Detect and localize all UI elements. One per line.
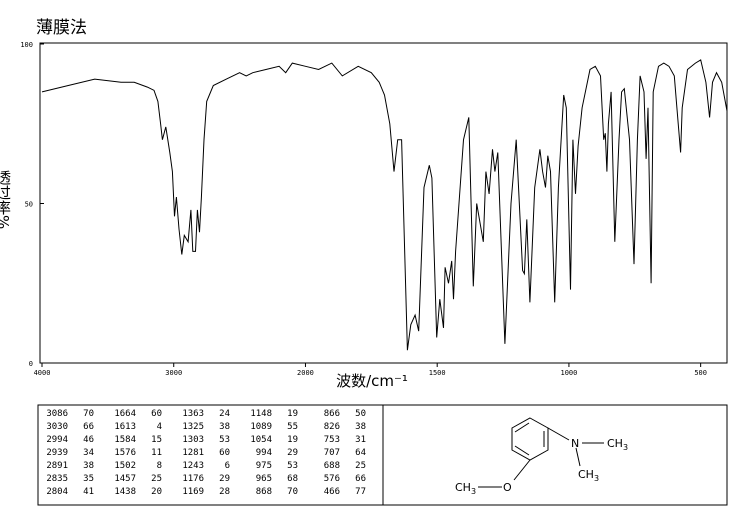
peak-transmittance: 8 bbox=[157, 461, 162, 471]
peak-wavenumber: 466 bbox=[324, 487, 340, 497]
peak-wavenumber: 965 bbox=[256, 474, 272, 484]
peak-transmittance: 19 bbox=[287, 435, 298, 445]
peak-wavenumber: 1325 bbox=[182, 422, 204, 432]
peak-transmittance: 11 bbox=[151, 448, 162, 458]
x-tick-label: 2000 bbox=[297, 369, 314, 377]
methyl-ch: CH bbox=[578, 468, 594, 481]
peak-wavenumber: 1148 bbox=[250, 409, 272, 419]
structure-bonds bbox=[478, 417, 604, 488]
peak-wavenumber: 3086 bbox=[46, 409, 68, 419]
methyl-left: CH3 bbox=[455, 481, 476, 496]
peak-transmittance: 38 bbox=[219, 422, 230, 432]
methyl-bottom: CH3 bbox=[578, 468, 599, 483]
atom-n: N bbox=[571, 437, 579, 450]
atom-o: O bbox=[503, 481, 512, 494]
peak-wavenumber: 1438 bbox=[114, 487, 136, 497]
peak-transmittance: 34 bbox=[83, 448, 94, 458]
x-tick-label: 3000 bbox=[165, 369, 182, 377]
peak-wavenumber: 2939 bbox=[46, 448, 68, 458]
peak-wavenumber: 1363 bbox=[182, 409, 204, 419]
peak-transmittance: 60 bbox=[151, 409, 162, 419]
peak-wavenumber: 576 bbox=[324, 474, 340, 484]
peak-wavenumber: 1502 bbox=[114, 461, 136, 471]
methyl-ch: CH bbox=[607, 437, 623, 450]
peak-transmittance: 66 bbox=[355, 474, 366, 484]
peak-transmittance: 19 bbox=[287, 409, 298, 419]
peak-transmittance: 24 bbox=[219, 409, 230, 419]
peak-transmittance: 29 bbox=[219, 474, 230, 484]
peak-transmittance: 4 bbox=[157, 422, 162, 432]
peak-wavenumber: 1664 bbox=[114, 409, 136, 419]
x-tick-label: 500 bbox=[694, 369, 707, 377]
peak-wavenumber: 1584 bbox=[114, 435, 136, 445]
peak-wavenumber: 1303 bbox=[182, 435, 204, 445]
peak-wavenumber: 994 bbox=[256, 448, 272, 458]
peak-transmittance: 68 bbox=[287, 474, 298, 484]
peak-transmittance: 41 bbox=[83, 487, 94, 497]
x-tick-label: 1500 bbox=[429, 369, 446, 377]
peak-transmittance: 66 bbox=[83, 422, 94, 432]
methyl-right: CH3 bbox=[607, 437, 628, 452]
peak-wavenumber: 1281 bbox=[182, 448, 204, 458]
y-axis-label: 透过率% bbox=[0, 170, 12, 229]
methyl-ch: CH bbox=[455, 481, 471, 494]
methyl-sub: 3 bbox=[594, 474, 599, 483]
peak-transmittance: 38 bbox=[83, 461, 94, 471]
peak-wavenumber: 2891 bbox=[46, 461, 68, 471]
peak-wavenumber: 688 bbox=[324, 461, 340, 471]
y-tick-label: 0 bbox=[29, 360, 33, 368]
peak-wavenumber: 1576 bbox=[114, 448, 136, 458]
methyl-sub: 3 bbox=[471, 487, 476, 496]
peak-wavenumber: 1243 bbox=[182, 461, 204, 471]
peak-wavenumber: 975 bbox=[256, 461, 272, 471]
peak-wavenumber: 1176 bbox=[182, 474, 204, 484]
peak-transmittance: 28 bbox=[219, 487, 230, 497]
peak-wavenumber: 707 bbox=[324, 448, 340, 458]
peak-wavenumber: 2804 bbox=[46, 487, 68, 497]
peak-transmittance: 53 bbox=[219, 435, 230, 445]
peak-wavenumber: 866 bbox=[324, 409, 340, 419]
peak-transmittance: 15 bbox=[151, 435, 162, 445]
peak-transmittance: 25 bbox=[151, 474, 162, 484]
peak-transmittance: 29 bbox=[287, 448, 298, 458]
peak-wavenumber: 2835 bbox=[46, 474, 68, 484]
x-axis-label: 波数/cm⁻¹ bbox=[336, 372, 408, 390]
peak-transmittance: 50 bbox=[355, 409, 366, 419]
peak-wavenumber: 1089 bbox=[250, 422, 272, 432]
peak-transmittance: 60 bbox=[219, 448, 230, 458]
peak-wavenumber: 2994 bbox=[46, 435, 68, 445]
methyl-sub: 3 bbox=[623, 443, 628, 452]
peak-transmittance: 38 bbox=[355, 422, 366, 432]
peak-wavenumber: 1457 bbox=[114, 474, 136, 484]
peak-wavenumber: 753 bbox=[324, 435, 340, 445]
peak-transmittance: 46 bbox=[83, 435, 94, 445]
peak-transmittance: 64 bbox=[355, 448, 366, 458]
peak-transmittance: 6 bbox=[225, 461, 230, 471]
peak-transmittance: 77 bbox=[355, 487, 366, 497]
y-tick-label: 50 bbox=[25, 201, 33, 209]
peak-transmittance: 35 bbox=[83, 474, 94, 484]
peak-wavenumber: 868 bbox=[256, 487, 272, 497]
peak-transmittance: 55 bbox=[287, 422, 298, 432]
spectrum-line bbox=[41, 59, 728, 351]
chart-title: 薄膜法 bbox=[36, 18, 87, 38]
peak-wavenumber: 826 bbox=[324, 422, 340, 432]
peak-transmittance: 53 bbox=[287, 461, 298, 471]
x-tick-label: 1000 bbox=[560, 369, 577, 377]
peak-transmittance: 25 bbox=[355, 461, 366, 471]
x-tick-label: 4000 bbox=[34, 369, 51, 377]
peak-transmittance: 70 bbox=[287, 487, 298, 497]
peak-transmittance: 20 bbox=[151, 487, 162, 497]
peak-wavenumber: 1169 bbox=[182, 487, 204, 497]
peak-wavenumber: 3030 bbox=[46, 422, 68, 432]
plot-frame bbox=[39, 42, 728, 364]
y-tick-label: 100 bbox=[20, 41, 33, 49]
peak-wavenumber: 1613 bbox=[114, 422, 136, 432]
peak-transmittance: 31 bbox=[355, 435, 366, 445]
peak-transmittance: 70 bbox=[83, 409, 94, 419]
peak-wavenumber: 1054 bbox=[250, 435, 272, 445]
